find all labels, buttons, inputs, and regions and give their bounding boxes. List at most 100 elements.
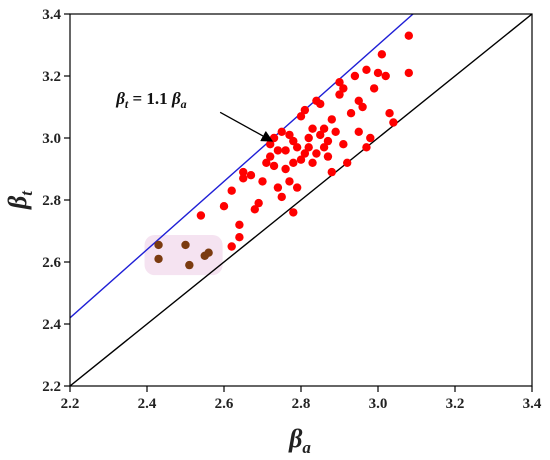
data-point-s0-48	[339, 84, 348, 93]
data-point-s0-54	[358, 102, 367, 112]
y-tick-label-3: 2.8	[42, 193, 61, 209]
data-point-s0-15	[273, 183, 283, 192]
annotation-beta: β	[115, 89, 125, 108]
data-point-s0-6	[250, 205, 259, 214]
data-point-s0-65	[404, 31, 413, 40]
data-point-s0-50	[346, 109, 356, 118]
data-point-s0-43	[327, 167, 336, 177]
highlight-rect	[144, 234, 223, 276]
data-point-s0-33	[308, 158, 317, 167]
data-point-s0-67	[227, 242, 236, 251]
y-tick-label-4: 3.0	[42, 131, 61, 147]
data-point-s0-69	[289, 208, 298, 217]
data-point-s0-18	[281, 164, 290, 174]
annotation-sub-a: a	[181, 97, 187, 111]
y-axis-symbol: β	[3, 195, 32, 210]
data-point-s0-28	[300, 105, 310, 115]
data-point-s0-16	[277, 127, 286, 136]
data-point-s0-22	[289, 158, 298, 167]
data-point-s0-39	[319, 124, 329, 133]
data-point-s0-10	[266, 140, 275, 149]
annotation-arrow	[219, 111, 274, 142]
data-point-s0-56	[362, 143, 371, 152]
data-point-s0-59	[373, 68, 383, 78]
data-point-s0-41	[323, 136, 333, 146]
annotation-beta-2: β	[171, 89, 181, 108]
data-point-s0-42	[327, 115, 336, 124]
x-axis-symbol: β	[288, 424, 303, 453]
data-point-s0-26	[296, 155, 306, 164]
data-point-s0-38	[319, 143, 329, 152]
data-point-s0-37	[316, 99, 325, 109]
x-tick-label-1: 2.4	[138, 396, 157, 412]
y-tick-label-2: 2.6	[42, 255, 61, 271]
x-tick-label-5: 3.2	[446, 396, 465, 412]
data-point-s0-24	[292, 143, 302, 152]
data-point-s0-13	[269, 161, 279, 171]
y-axis-subscript: t	[17, 190, 36, 196]
data-point-s0-66	[235, 233, 244, 242]
data-point-s0-36	[316, 130, 325, 140]
y-tick-label-5: 3.2	[42, 69, 61, 85]
data-point-s0-11	[266, 152, 275, 161]
data-point-s0-46	[335, 78, 344, 87]
data-point-s0-5	[239, 174, 248, 183]
data-point-s0-1	[219, 202, 229, 211]
data-point-s0-62	[385, 109, 394, 118]
data-point-s0-7	[254, 198, 263, 208]
data-point-s0-2	[227, 186, 236, 195]
reference-lines	[70, 14, 532, 386]
highlight-region	[144, 234, 223, 276]
data-point-s0-63	[389, 118, 398, 127]
data-point-s0-14	[273, 146, 283, 155]
data-point-s0-47	[339, 140, 348, 149]
data-point-s0-17	[277, 192, 286, 202]
annotation-equals: = 1.1	[128, 89, 172, 108]
annotation-label: βt = 1.1 βa	[115, 89, 186, 111]
data-point-s0-34	[312, 149, 321, 158]
data-point-s0-3	[235, 220, 244, 229]
data-point-s0-64	[404, 68, 413, 78]
data-point-s1-5	[204, 248, 213, 257]
data-point-s0-60	[377, 50, 387, 59]
data-point-s0-30	[304, 143, 313, 152]
data-point-s0-68	[246, 171, 256, 180]
data-point-s0-25	[292, 183, 302, 192]
x-axis-subscript: a	[302, 438, 311, 457]
axis-ticks: 2.2 2.4 2.6 2.8 3.0 3.2 3.4 2.2 2.4 2.6 2.8 3.0 3.2 3…	[42, 7, 542, 412]
x-tick-label-0: 2.2	[61, 396, 80, 412]
data-point-s1-0	[154, 240, 163, 250]
y-tick-label-6: 3.4	[42, 7, 61, 23]
data-point-s0-9	[262, 158, 271, 167]
data-point-s0-52	[354, 127, 363, 136]
data-point-s0-53	[354, 96, 363, 106]
data-point-s0-29	[300, 149, 310, 158]
data-point-s0-23	[289, 136, 298, 146]
data-point-s0-27	[296, 112, 306, 121]
x-axis-title: βa	[288, 424, 311, 457]
data-point-s0-31	[304, 133, 313, 143]
data-point-s0-21	[285, 177, 294, 186]
data-point-s0-4	[239, 167, 248, 177]
x-tick-label-2: 2.6	[215, 396, 234, 412]
y-tick-label-0: 2.2	[42, 379, 61, 395]
x-tick-label-6: 3.4	[523, 396, 542, 412]
data-point-s0-45	[335, 90, 344, 99]
data-points	[154, 31, 413, 270]
data-point-s1-1	[154, 254, 163, 264]
data-point-s0-8	[258, 177, 267, 186]
x-tick-label-3: 2.8	[292, 396, 311, 412]
data-point-s1-3	[185, 260, 194, 270]
data-point-s0-19	[281, 146, 290, 155]
y-tick-label-1: 2.4	[42, 317, 61, 333]
data-point-s0-32	[308, 124, 317, 133]
line-identity	[70, 14, 532, 386]
data-point-s0-40	[323, 152, 333, 161]
data-point-s0-20	[285, 130, 294, 140]
data-point-s0-0	[196, 211, 206, 220]
x-tick-label-4: 3.0	[369, 396, 388, 412]
data-point-s1-2	[181, 240, 190, 250]
data-point-s0-49	[343, 158, 352, 167]
data-point-s0-44	[331, 127, 340, 136]
